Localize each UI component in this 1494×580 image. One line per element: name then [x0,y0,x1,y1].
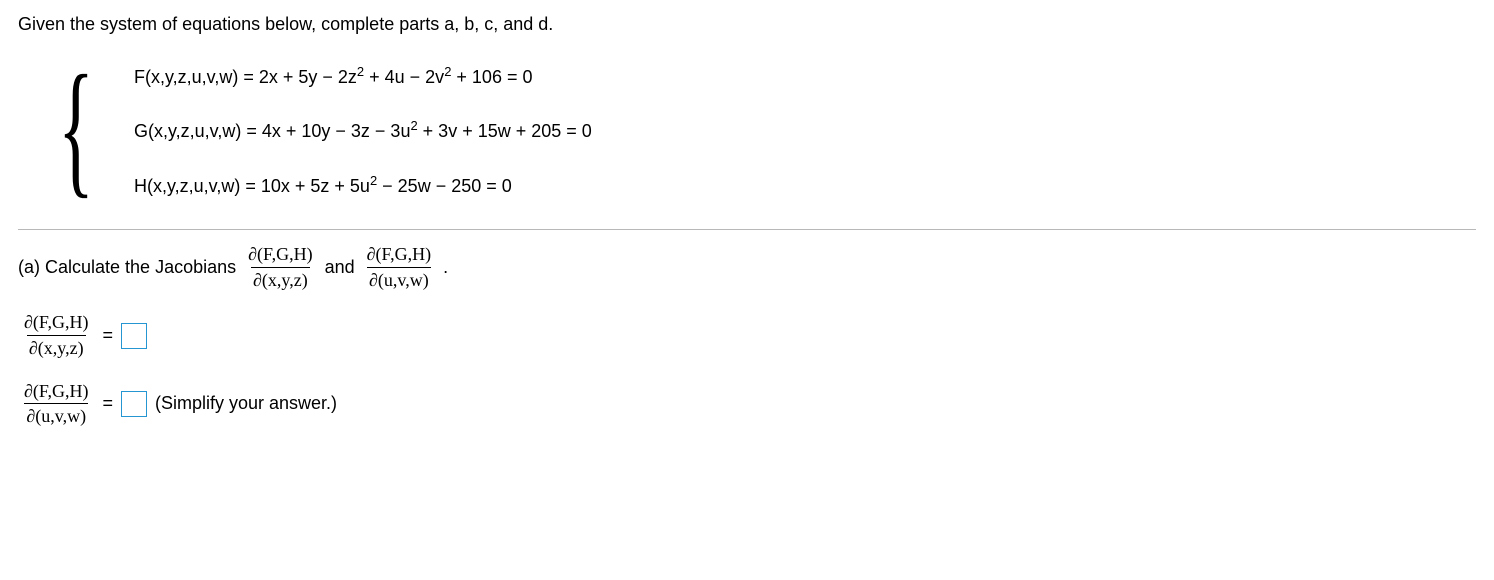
section-divider [18,229,1476,230]
part-a-prompt: (a) Calculate the Jacobians ∂(F,G,H) ∂(x… [18,244,1476,290]
jac-xyz-num: ∂(F,G,H) [246,244,314,267]
problem-intro: Given the system of equations below, com… [18,14,1476,35]
answer2-fraction: ∂(F,G,H) ∂(u,v,w) [22,381,90,427]
equation-F: F(x,y,z,u,v,w) = 2x + 5y − 2z2 + 4u − 2v… [134,67,592,88]
jacobian-xyz: ∂(F,G,H) ∂(x,y,z) [246,244,314,290]
answer2-den: ∂(u,v,w) [24,403,88,427]
equation-G: G(x,y,z,u,v,w) = 4x + 10y − 3z − 3u2 + 3… [134,121,592,142]
answer1-input[interactable] [121,323,147,349]
answer1-equals: = [102,325,113,346]
part-a-label: (a) Calculate the Jacobians [18,257,236,278]
equation-system: { F(x,y,z,u,v,w) = 2x + 5y − 2z2 + 4u − … [58,53,1476,211]
jac-uvw-num: ∂(F,G,H) [365,244,433,267]
eq-G-part1: G(x,y,z,u,v,w) = 4x + 10y − 3z − 3u [134,121,410,141]
answer-row-1: ∂(F,G,H) ∂(x,y,z) = [18,312,1476,358]
answer1-den: ∂(x,y,z) [27,335,86,359]
answer1-fraction: ∂(F,G,H) ∂(x,y,z) [22,312,90,358]
system-brace: { [58,49,94,207]
eq-H-tail: − 25w − 250 = 0 [377,176,512,196]
eq-F-mid: + 4u − 2v [364,67,444,87]
answer-row-2: ∂(F,G,H) ∂(u,v,w) = (Simplify your answe… [18,381,1476,427]
part-a-and: and [325,257,355,278]
answer1-num: ∂(F,G,H) [22,312,90,335]
system-equations: F(x,y,z,u,v,w) = 2x + 5y − 2z 2 + 4u − 2v… [134,53,592,211]
eq-F-part1: F(x,y,z,u,v,w) = 2x + 5y − 2z [134,67,357,87]
jacobian-uvw: ∂(F,G,H) ∂(u,v,w) [365,244,433,290]
eq-G-tail: + 3v + 15w + 205 = 0 [418,121,592,141]
answer2-equals: = [102,393,113,414]
equation-H: H(x,y,z,u,v,w) = 10x + 5z + 5u2 − 25w − … [134,176,592,197]
eq-F-tail: + 106 = 0 [451,67,532,87]
answer2-num: ∂(F,G,H) [22,381,90,404]
eq-H-part1: H(x,y,z,u,v,w) = 10x + 5z + 5u [134,176,370,196]
eq-G-exp1: 2 [410,118,417,133]
answer2-input[interactable] [121,391,147,417]
jac-xyz-den: ∂(x,y,z) [251,267,310,291]
jac-uvw-den: ∂(u,v,w) [367,267,431,291]
simplify-hint: (Simplify your answer.) [155,393,337,414]
part-a-period: . [443,257,448,278]
